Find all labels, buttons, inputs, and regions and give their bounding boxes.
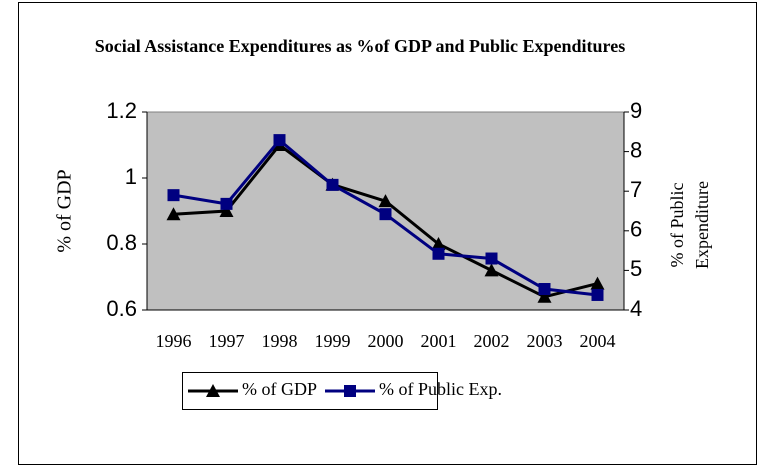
x-tick-label: 1999 [315, 331, 351, 351]
y2-tick-label: 6 [630, 217, 642, 242]
legend-label: % of GDP [242, 379, 317, 399]
data-point [273, 134, 286, 147]
y2-tick-label: 8 [630, 137, 642, 162]
y2-tick-label: 9 [630, 98, 642, 123]
data-point [219, 204, 234, 217]
data-point [326, 178, 339, 191]
y-tick-label: 0.8 [106, 230, 137, 255]
y2-tick-label: 4 [630, 296, 642, 321]
data-point [378, 194, 393, 208]
y2-tick-label: 5 [630, 256, 642, 281]
data-point [432, 247, 445, 260]
legend-marker [344, 385, 356, 397]
y-axis-label: % of GDP [54, 169, 76, 252]
data-point [167, 189, 180, 202]
y-tick-label: 0.6 [106, 296, 137, 321]
data-point [590, 276, 605, 290]
data-point [220, 197, 233, 210]
data-point [537, 289, 552, 303]
y-tick-label: 1.2 [106, 98, 137, 123]
data-point [379, 208, 392, 221]
x-tick-label: 1996 [156, 331, 192, 351]
x-tick-label: 1997 [209, 331, 245, 351]
x-tick-label: 2000 [368, 331, 404, 351]
x-tick-label: 2004 [580, 331, 616, 351]
y2-tick-label: 7 [630, 177, 642, 202]
chart-title: Social Assistance Expenditures as %of GD… [94, 36, 626, 56]
x-tick-label: 2002 [474, 331, 510, 351]
data-point [431, 237, 446, 250]
y2-axis-label: % of Public Expenditure [667, 181, 712, 269]
x-tick-label: 2001 [421, 331, 457, 351]
data-point [484, 263, 499, 277]
x-tick-label: 1998 [262, 331, 298, 351]
x-tick-label: 2003 [527, 331, 563, 351]
data-point [538, 283, 551, 296]
data-point [166, 207, 181, 221]
legend-label: % of Public Exp. [379, 379, 502, 399]
data-point [591, 288, 604, 301]
data-point [485, 252, 498, 265]
y-tick-label: 1 [125, 164, 137, 189]
legend-marker [206, 384, 220, 397]
